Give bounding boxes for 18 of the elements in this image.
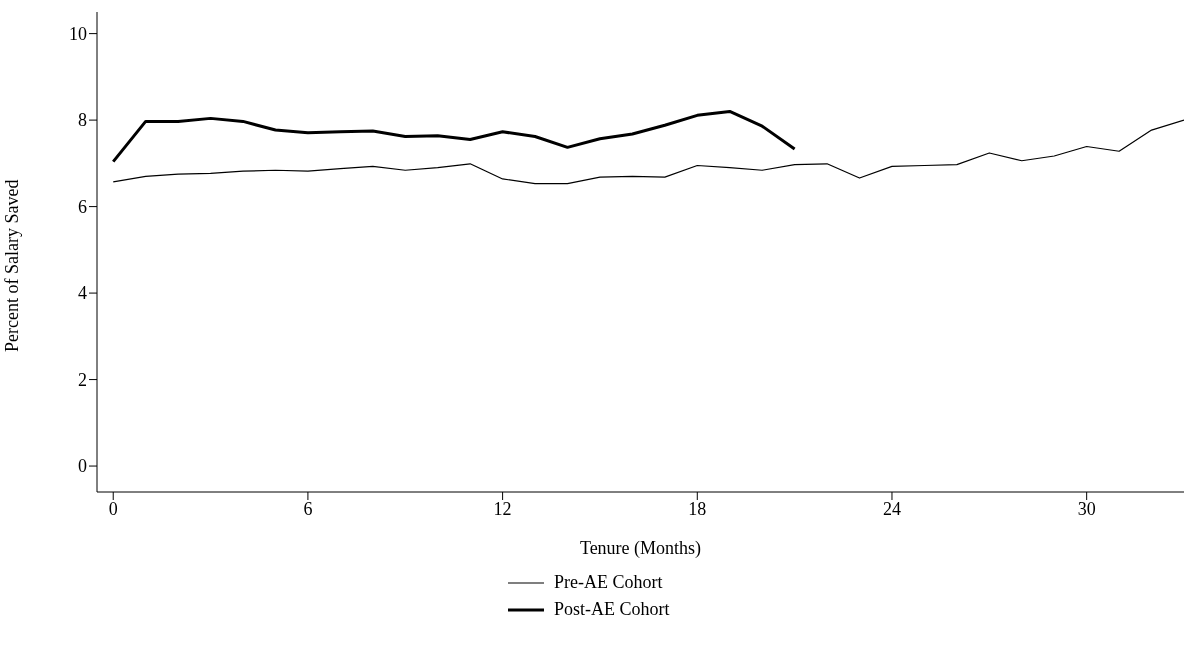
x-tick-label: 0 [108,498,118,519]
legend-label: Post-AE Cohort [554,599,671,620]
y-tick-label: 6 [78,196,87,217]
x-tick-label: 18 [688,498,707,519]
x-tick-label: 24 [882,498,901,519]
line-series [112,119,1184,185]
x-axis-title: Tenure (Months) [579,538,702,559]
y-tick-label: 10 [69,24,87,45]
y-tick-label: 4 [78,283,87,304]
x-tick-label: 30 [1077,498,1096,519]
y-axis-title: Percent of Salary Saved [2,179,23,352]
x-tick-label: 12 [493,498,512,519]
x-tick-label: 6 [303,498,313,519]
line-series [111,109,797,164]
y-tick-label: 0 [78,456,87,477]
legend-label: Pre-AE Cohort [554,572,664,593]
y-tick-label: 2 [78,369,87,390]
y-tick-label: 8 [78,110,87,131]
